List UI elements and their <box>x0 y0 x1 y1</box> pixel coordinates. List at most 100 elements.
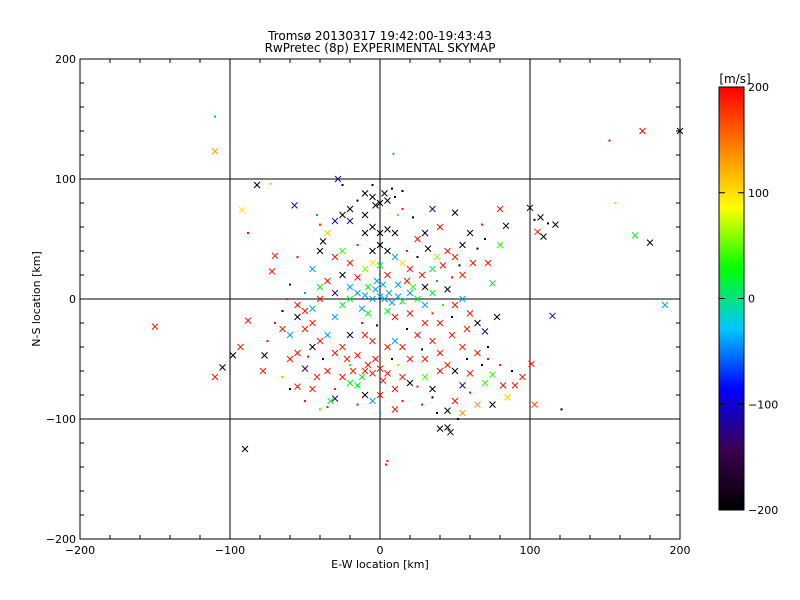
data-point-dot <box>356 244 359 246</box>
data-point-cross <box>346 331 354 339</box>
x-axis-label: E-W location [km] <box>331 558 429 571</box>
data-point-cross <box>324 331 331 339</box>
data-point-cross <box>343 355 351 363</box>
data-point-cross <box>537 214 544 221</box>
data-point-cross <box>406 289 414 297</box>
data-point-cross <box>339 247 346 255</box>
data-point-cross <box>346 379 354 387</box>
data-point-cross <box>489 371 496 378</box>
y-tick-label: 200 <box>55 53 76 66</box>
data-point-cross <box>369 337 376 345</box>
data-point-cross <box>309 265 316 273</box>
data-point-dot <box>391 187 393 190</box>
data-point-cross <box>309 305 316 312</box>
data-point-cross <box>489 401 496 408</box>
data-point-cross <box>526 204 534 212</box>
data-point-cross <box>418 271 426 279</box>
x-tick-label: 100 <box>520 544 541 557</box>
data-point-cross <box>369 247 376 255</box>
data-point-cross <box>309 343 316 351</box>
data-point-cross <box>244 317 252 324</box>
data-point-cross <box>271 252 279 260</box>
data-point-dot <box>421 403 423 406</box>
data-point-cross <box>294 349 301 357</box>
colorbar-tick-label: −200 <box>748 504 778 517</box>
colorbar-unit-label: [m/s] <box>719 72 750 86</box>
data-point-cross <box>354 274 361 281</box>
data-point-cross <box>346 217 354 225</box>
data-point-cross <box>504 394 511 401</box>
data-point-cross <box>369 397 376 405</box>
data-point-cross <box>474 349 481 357</box>
data-point-dot <box>560 408 563 411</box>
data-point-cross <box>324 367 331 375</box>
data-point-cross <box>291 202 298 209</box>
data-point-cross <box>331 289 339 297</box>
data-point-dot <box>296 256 299 258</box>
data-point-cross <box>676 127 684 135</box>
colorbar-tick-label: 0 <box>748 293 755 306</box>
data-point-cross <box>459 382 466 389</box>
x-tick-label: 200 <box>670 544 691 557</box>
data-point-cross <box>372 202 379 209</box>
data-point-cross <box>459 409 466 417</box>
data-point-cross <box>433 253 441 261</box>
data-point-dot <box>499 364 501 366</box>
data-point-dot <box>406 328 408 330</box>
data-point-cross <box>384 226 391 233</box>
data-point-cross <box>151 323 159 330</box>
data-point-cross <box>549 312 556 320</box>
grid-lines <box>80 59 680 539</box>
data-point-dot <box>466 358 468 360</box>
data-point-cross <box>259 367 267 375</box>
data-point-cross <box>429 337 436 345</box>
data-point-dot <box>247 232 249 234</box>
data-point-cross <box>451 253 459 261</box>
data-point-cross <box>448 331 456 339</box>
data-point-cross <box>414 331 421 339</box>
data-point-cross <box>369 259 376 267</box>
data-point-cross <box>369 223 376 231</box>
data-point-cross <box>421 283 429 291</box>
data-point-cross <box>406 310 414 317</box>
x-tick-label: −200 <box>65 544 95 557</box>
data-point-dot <box>316 214 318 216</box>
data-point-dot <box>356 199 359 202</box>
data-point-cross <box>349 367 357 375</box>
data-point-cross <box>316 295 324 303</box>
data-point-cross <box>346 283 354 291</box>
data-point-cross <box>394 281 402 288</box>
data-point-cross <box>436 349 444 357</box>
data-point-cross <box>384 197 391 204</box>
data-point-cross <box>384 271 391 279</box>
data-point-cross <box>361 391 369 399</box>
data-point-cross <box>469 259 477 267</box>
data-point-dot <box>487 358 489 360</box>
data-point-cross <box>376 262 384 269</box>
data-point-cross <box>481 328 489 335</box>
axis-ticks: −200 −100 0 100 200 −200 −100 0 100 200 <box>46 53 691 557</box>
data-point-cross <box>294 301 301 309</box>
data-point-cross <box>346 295 354 303</box>
data-point-cross <box>316 247 324 255</box>
data-point-cross <box>309 385 316 393</box>
data-point-cross <box>489 280 496 287</box>
data-point-cross <box>301 325 309 333</box>
data-point-cross <box>639 127 646 135</box>
data-point-cross <box>429 205 436 213</box>
data-point-dot <box>319 408 321 411</box>
data-point-dot <box>457 418 459 420</box>
data-point-cross <box>369 370 376 377</box>
data-point-cross <box>279 325 286 333</box>
data-point-dot <box>451 316 453 318</box>
data-point-cross <box>384 370 391 377</box>
data-point-dot <box>436 412 438 414</box>
data-point-cross <box>361 331 369 339</box>
data-point-cross <box>661 301 669 309</box>
data-point-cross <box>496 241 504 249</box>
data-point-cross <box>379 377 387 384</box>
data-points <box>151 115 684 466</box>
data-point-cross <box>324 229 331 237</box>
data-point-cross <box>451 397 459 405</box>
data-point-cross <box>459 295 466 303</box>
